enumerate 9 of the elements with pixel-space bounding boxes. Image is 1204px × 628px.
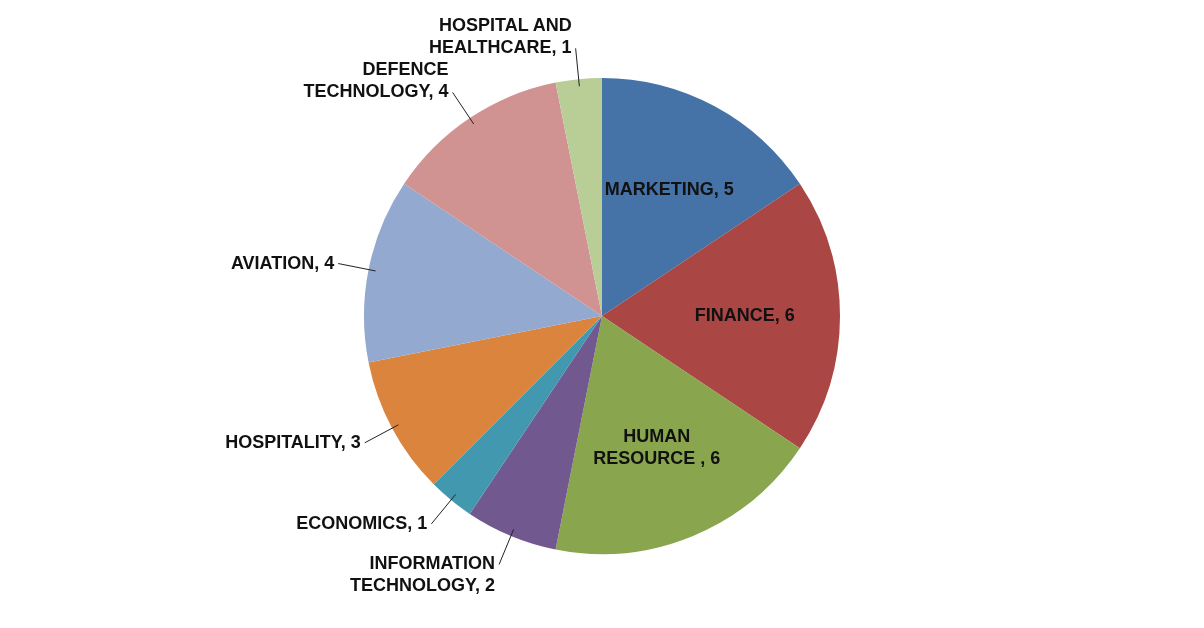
slice-label: DEFENCE TECHNOLOGY, 4 xyxy=(303,59,449,102)
slice-label: HUMAN RESOURCE , 6 xyxy=(593,425,721,468)
slice-label: HOSPITAL AND HEALTHCARE, 1 xyxy=(428,15,572,58)
slice-label: AVIATION, 4 xyxy=(230,252,335,273)
slice-label: INFORMATION TECHNOLOGY, 2 xyxy=(350,553,496,596)
slice-label: MARKETING, 5 xyxy=(604,179,734,200)
slice-label: ECONOMICS, 1 xyxy=(296,512,428,533)
slice-label: HOSPITALITY, 3 xyxy=(225,431,361,452)
slice-label: FINANCE, 6 xyxy=(694,304,795,325)
